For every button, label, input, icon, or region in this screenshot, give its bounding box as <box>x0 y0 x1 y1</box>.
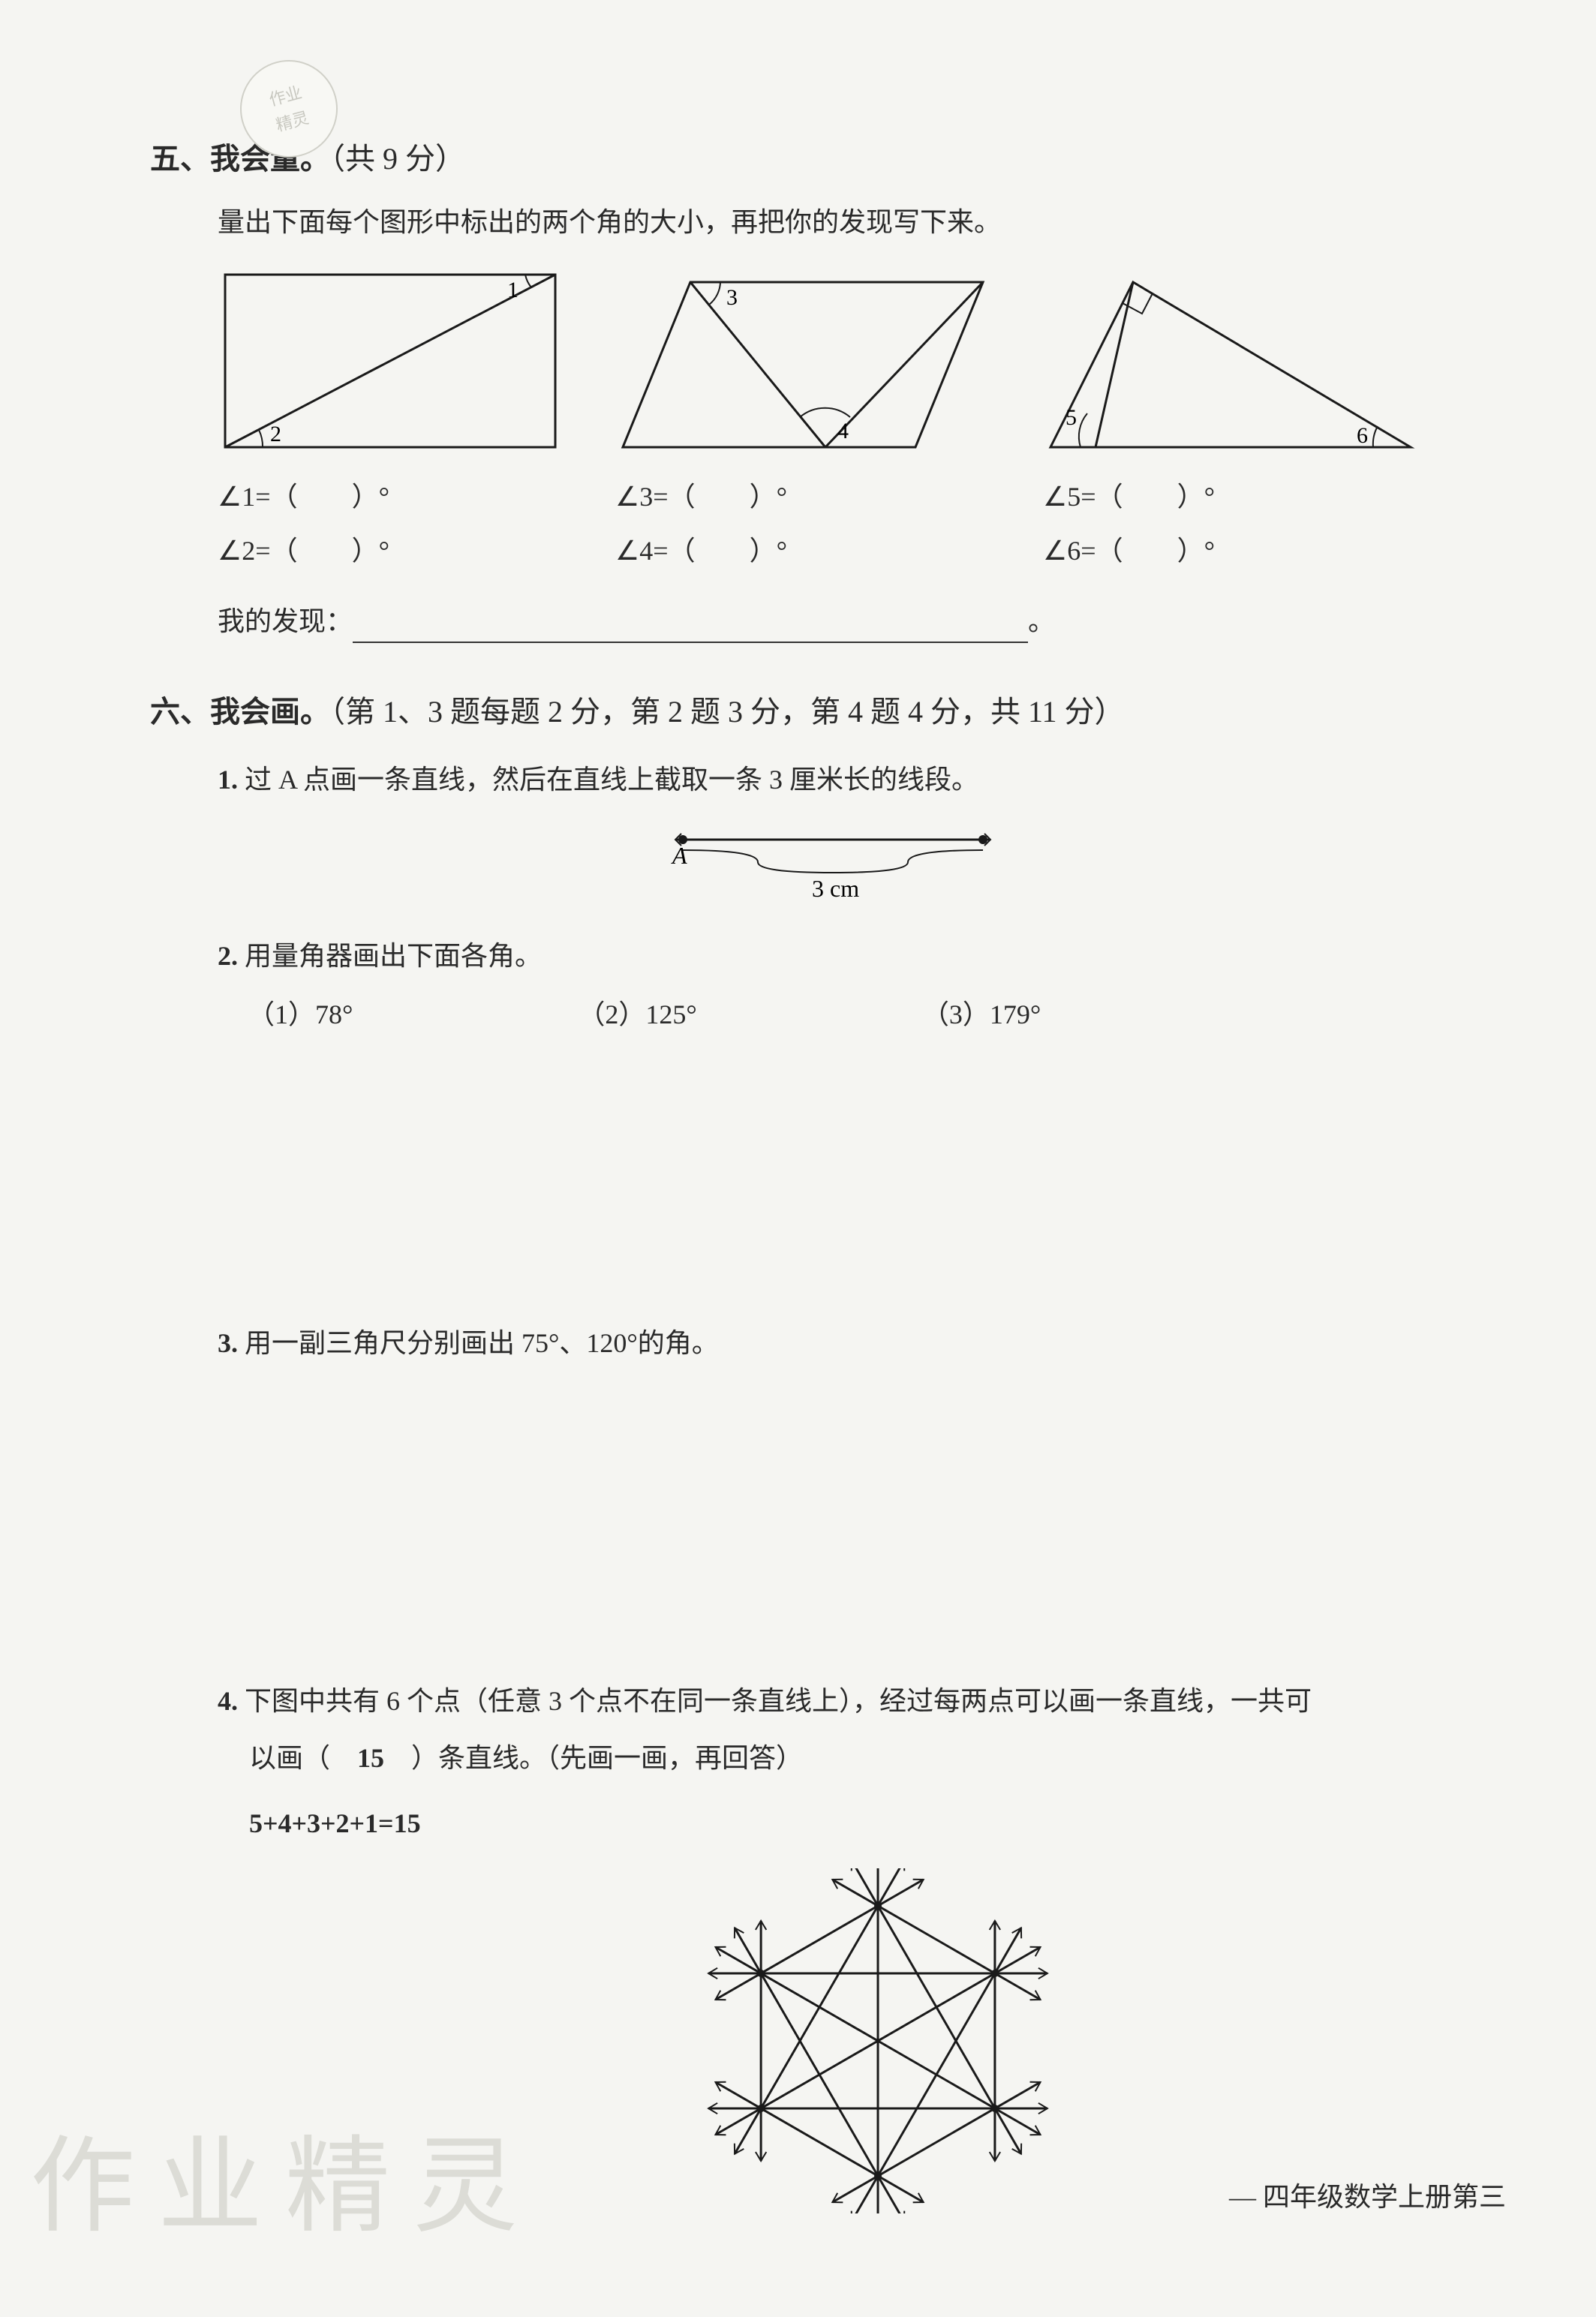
q4-line2: 以画（ 15 ）条直线。（先画一画，再回答） <box>218 1737 1461 1781</box>
section-5-heading: 五、我会量。（共 9 分） <box>150 135 1461 183</box>
question-2: 2. 用量角器画出下面各角。 <box>218 935 1461 978</box>
q3-text: 用一副三角尺分别画出 75°、120°的角。 <box>245 1328 719 1358</box>
q2-items: （1）78° （2）125° （3）179° <box>218 993 1461 1037</box>
angle-1-answer: ∠1=（ ）° <box>218 470 389 524</box>
angle-3-answer: ∠3=（ ）° <box>615 470 787 524</box>
page-content: 五、我会量。（共 9 分） 量出下面每个图形中标出的两个角的大小，再把你的发现写… <box>0 0 1596 2302</box>
discovery-underline <box>353 615 1028 643</box>
q2-item-1: （1）78° <box>248 993 353 1037</box>
angle-4-label: 4 <box>837 419 849 443</box>
angle-5-label: 5 <box>1066 405 1077 430</box>
q2-text: 用量角器画出下面各角。 <box>245 941 542 971</box>
figure-2-parallelogram: 3 4 <box>615 267 990 455</box>
question-1: 1. 过 A 点画一条直线，然后在直线上截取一条 3 厘米长的线段。 <box>218 759 1461 802</box>
q4-num: 4. <box>218 1686 238 1716</box>
angle-6-label: 6 <box>1357 423 1368 448</box>
discovery-line: 我的发现： 。 <box>218 600 1461 644</box>
section-5-instruction: 量出下面每个图形中标出的两个角的大小，再把你的发现写下来。 <box>218 201 1461 245</box>
q4-hexagon-diagram <box>705 1868 1461 2227</box>
figure-1-rectangle: 1 2 <box>218 267 563 455</box>
section-6-title: 六、我会画。 <box>150 695 330 729</box>
watermark-text: 作业精灵 <box>30 2104 540 2272</box>
q3-num: 3. <box>218 1328 238 1358</box>
discovery-label: 我的发现： <box>218 606 353 636</box>
angle-3-label: 3 <box>726 285 738 310</box>
figure-2-block: 3 4 ∠3=（ ）° ∠4=（ ）° <box>615 267 990 578</box>
q2-item-3: （3）179° <box>922 993 1041 1037</box>
figures-row: 1 2 ∠1=（ ）° ∠2=（ ）° 3 4 <box>218 267 1461 578</box>
section-6-points: （第 1、3 题每题 2 分，第 2 题 3 分，第 4 题 4 分，共 11 … <box>330 695 1125 729</box>
angle-1-label: 1 <box>507 278 518 302</box>
angle-5-answer: ∠5=（ ）° <box>1043 470 1215 524</box>
q2-item-2: （2）125° <box>578 993 696 1037</box>
q2-num: 2. <box>218 941 238 971</box>
q4-line2-pre: 以画（ <box>249 1743 357 1773</box>
discovery-end: 。 <box>1028 606 1055 636</box>
q1-text: 过 A 点画一条直线，然后在直线上截取一条 3 厘米长的线段。 <box>245 765 978 795</box>
q4-text-pre: 下图中共有 6 个点（任意 3 个点不在同一条直线上），经过每两点可以画一条直线… <box>245 1686 1312 1716</box>
label-3cm: 3 cm <box>812 875 859 900</box>
label-A: A <box>671 842 687 869</box>
section-6-heading: 六、我会画。（第 1、3 题每题 2 分，第 2 题 3 分，第 4 题 4 分… <box>150 688 1461 736</box>
page-footer: — 四年级数学上册第三 <box>1229 2176 1506 2219</box>
angle-6-answer: ∠6=（ ）° <box>1043 524 1215 578</box>
question-3: 3. 用一副三角尺分别画出 75°、120°的角。 <box>218 1322 1461 1366</box>
figure-3-triangle: 5 6 <box>1043 267 1418 455</box>
figure-3-block: 5 6 ∠5=（ ）° ∠6=（ ）° <box>1043 267 1418 578</box>
q4-calc: 5+4+3+2+1=15 <box>218 1802 1461 1846</box>
section-5-points: （共 9 分） <box>330 142 465 176</box>
figure-1-block: 1 2 ∠1=（ ）° ∠2=（ ）° <box>218 267 563 578</box>
angle-2-label: 2 <box>270 422 281 446</box>
q4-answer: 15 <box>357 1743 384 1773</box>
angle-4-answer: ∠4=（ ）° <box>615 524 787 578</box>
question-4: 4. 下图中共有 6 个点（任意 3 个点不在同一条直线上），经过每两点可以画一… <box>218 1680 1461 1723</box>
angle-2-answer: ∠2=（ ）° <box>218 524 389 578</box>
q4-line2-post: ）条直线。（先画一画，再回答） <box>384 1743 803 1773</box>
q1-num: 1. <box>218 765 238 795</box>
q1-diagram: A 3 cm <box>668 825 1461 913</box>
